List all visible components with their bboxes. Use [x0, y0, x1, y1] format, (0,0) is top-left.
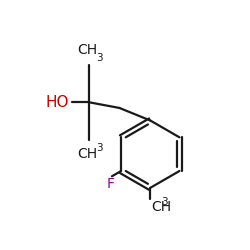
Text: HO: HO — [46, 95, 70, 110]
Text: 3: 3 — [96, 142, 102, 152]
Text: 3: 3 — [96, 53, 102, 63]
Text: 3: 3 — [162, 197, 168, 207]
Text: CH: CH — [151, 200, 171, 214]
Text: F: F — [107, 177, 115, 191]
Text: CH: CH — [78, 43, 98, 57]
Text: CH: CH — [78, 148, 98, 162]
